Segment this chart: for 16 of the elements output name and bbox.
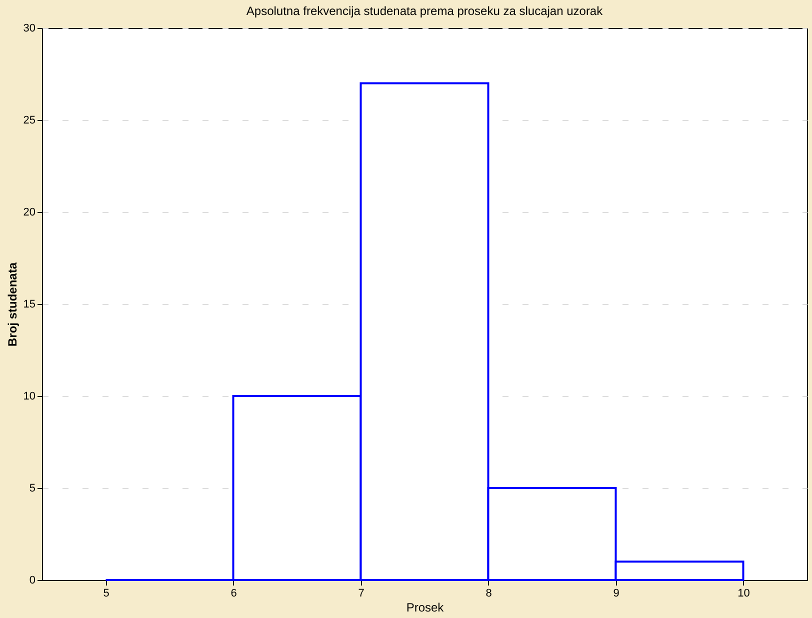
chart-title: Apsolutna frekvencija studenata prema proseku za slucajan uzorak — [246, 4, 604, 18]
y-tick-label: 15 — [23, 298, 36, 310]
y-axis-title: Broj studenata — [5, 262, 20, 347]
y-tick-label: 10 — [23, 390, 36, 402]
x-tick-label: 7 — [358, 588, 364, 600]
y-tick-label: 30 — [23, 22, 36, 34]
y-tick-label: 25 — [23, 114, 36, 126]
y-tick-label: 20 — [23, 206, 36, 218]
x-tick-label: 9 — [613, 588, 620, 600]
y-tick-label: 0 — [29, 574, 36, 586]
x-tick-label: 8 — [486, 588, 492, 600]
x-tick-label: 6 — [230, 588, 237, 600]
x-tick-label: 10 — [738, 588, 750, 600]
x-axis-title: Prosek — [406, 600, 445, 614]
x-tick-label: 5 — [103, 588, 110, 600]
y-tick-label: 5 — [29, 482, 36, 494]
